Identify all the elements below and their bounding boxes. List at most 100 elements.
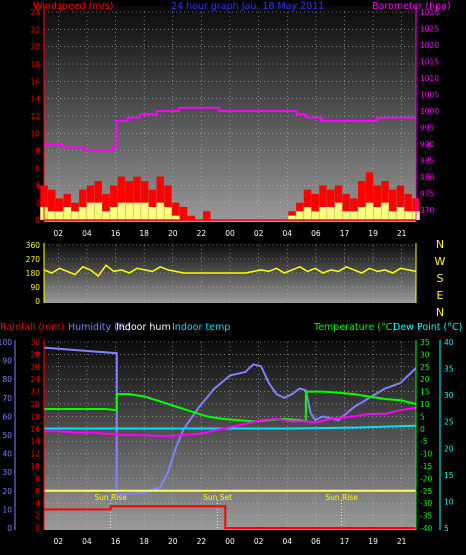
avg-bar [389,211,397,220]
avg-bar [350,211,358,220]
climate-time-axis-ticks: 02 04 16 18 20 22 00 02 04 06 17 19 21 [54,537,407,546]
indoor-temp-line [44,424,417,430]
climate-time-tick: 22 [197,537,207,546]
barometer-tick: 980 [420,173,435,182]
rain-tick: 22 [30,388,40,397]
wind-time-tick: 16 [111,229,121,238]
sun-annotation: Sun Rise [94,493,127,502]
climate-time-tick: 02 [254,537,264,546]
avg-bar [358,207,366,220]
rain-tick: 8 [35,474,40,483]
compass-letter: N [436,306,444,319]
gust-bar [86,185,95,220]
climate-time-tick: 16 [111,537,121,546]
temperature-tick: 25 [420,363,430,372]
rain-tick: 12 [30,450,40,459]
direction-panel-marks [43,264,417,278]
climate-time-tick: 04 [82,537,92,546]
avg-bar [133,202,141,220]
barometer-tick: 990 [420,140,435,149]
gust-bar [311,194,319,220]
climate-time-tick: 18 [139,537,149,546]
rainfall-label: Rainfall (mm) [0,322,64,333]
temperature-c-line [44,390,417,423]
windspeed-tick: 6 [35,164,40,173]
wind-time-tick: 20 [168,229,178,238]
avg-bar [164,207,172,220]
avg-bar [102,211,110,220]
avg-bar [396,207,405,220]
direction-axis-ticks: 0 90 180 270 360 [26,241,41,306]
dewpoint-label: Dew Point (°C) [393,322,462,333]
avg-bar [125,202,133,220]
avg-bar [55,211,64,220]
climate-time-tick: 04 [282,537,292,546]
climate-time-tick: 06 [311,537,321,546]
temperature-tick: -25 [420,487,432,496]
avg-bar [342,211,350,220]
avg-bar [381,202,389,220]
avg-bar [48,211,56,220]
gust-bar [179,207,188,220]
humidity-tick: 80 [2,375,12,384]
wind-time-tick: 06 [311,229,321,238]
avg-bar [319,207,327,220]
direction-tick: 270 [26,255,41,264]
barometer-tick: 1025 [420,25,439,34]
compass-letter: E [437,289,444,302]
dewpoint-tick: 35 [444,365,454,374]
avg-bar [79,207,87,220]
dew-point-c-line [44,406,417,438]
avg-bar [156,202,164,220]
gust-bar [48,189,56,220]
gust-bar [164,185,172,220]
wind-direction-line [43,264,417,278]
humidity-tick: 70 [2,394,12,403]
gust-bar [334,185,343,220]
avg-bar [63,207,71,220]
wind-time-tick: 17 [340,229,350,238]
gust-bar [404,194,412,220]
rain-tick: 30 [30,338,40,347]
chart-title: 24 hour graph Jau, 18 May 2011 [171,1,324,12]
temperature-tick: 15 [420,388,430,397]
climate-time-tick: 19 [368,537,378,546]
avg-bar [303,207,312,220]
temperature-tick: -40 [420,524,432,533]
avg-bar [148,207,157,220]
gust-bar [358,181,366,220]
rain-tick: 20 [30,400,40,409]
wind-panel-marks [40,106,420,221]
windspeed-tick: 0 [35,216,40,225]
windspeed-tick: 8 [35,147,40,156]
barometer-line [44,106,416,152]
windspeed-tick: 10 [30,129,40,138]
gust-bar [55,198,64,220]
humidity-label: Humidity (%) [68,322,131,333]
gust-bar [396,185,405,220]
avg-bar [86,202,95,220]
wind-time-tick: 04 [282,229,292,238]
windspeed-tick: 18 [30,60,40,69]
gust-bar [373,185,381,220]
temperature-tick: -35 [420,512,432,521]
windspeed-tick: 20 [30,43,40,52]
temperature-tick: -10 [420,450,432,459]
dewpoint-tick: 10 [444,497,454,506]
rain-tick: 18 [30,412,40,421]
barometer-tick: 985 [420,157,435,166]
gust-bar [350,198,358,220]
sun-annotation: Sun Rise [325,493,358,502]
wind-time-tick: 02 [254,229,264,238]
dewpoint-tick: 25 [444,418,454,427]
avg-bar [141,202,149,220]
climate-time-tick: 20 [168,537,178,546]
temperature-tick: -5 [420,437,428,446]
avg-bar [373,207,381,220]
windspeed-tick: 24 [30,8,40,17]
humidity-tick: 90 [2,357,12,366]
gust-bar [117,176,126,220]
